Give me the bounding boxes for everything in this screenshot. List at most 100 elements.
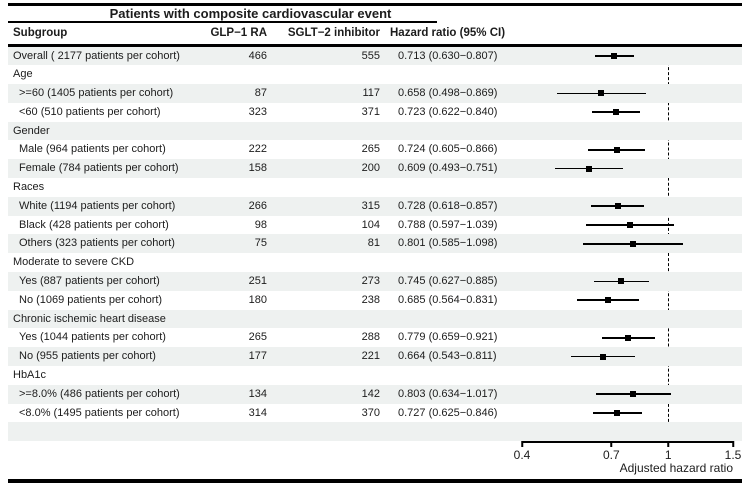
ci-plot-cell — [522, 422, 733, 441]
sglt2-inhibitor-count: 200 — [361, 162, 380, 175]
x-axis-label: Adjusted hazard ratio — [619, 461, 733, 475]
point-estimate-marker — [598, 90, 605, 97]
x-axis-tick — [732, 441, 734, 447]
sglt2-inhibitor-count: 288 — [361, 331, 380, 344]
ci-plot-cell — [522, 310, 733, 329]
table-row: <60 (510 patients per cohort) 323 371 0.… — [8, 103, 742, 122]
ci-plot-cell — [522, 272, 733, 291]
glp1-ra-count: 177 — [248, 350, 267, 363]
ci-plot-cell — [522, 328, 733, 347]
sglt2-inhibitor-count: 370 — [361, 406, 380, 419]
subgroup-label: <60 (510 patients per cohort) — [19, 105, 161, 118]
hazard-ratio-text: 0.779 (0.659−0.921) — [398, 331, 498, 344]
table-row: No (955 patients per cohort) 177 221 0.6… — [8, 347, 742, 367]
hazard-ratio-text: 0.801 (0.585−1.098) — [398, 237, 498, 250]
ci-plot-cell — [522, 47, 733, 66]
hazard-ratio-text: 0.723 (0.622−0.840) — [398, 105, 498, 118]
table-row: Male (964 patients per cohort) 222 265 0… — [8, 140, 742, 159]
sglt2-inhibitor-count: 315 — [361, 199, 380, 212]
point-estimate-marker — [625, 334, 632, 341]
ci-plot-cell — [522, 178, 733, 197]
col-header-subgroup: Subgroup — [13, 27, 68, 39]
ci-plot-cell — [522, 84, 733, 103]
hazard-ratio-text: 0.788 (0.597−1.039) — [398, 218, 498, 231]
x-axis-tick-label: 0.7 — [602, 448, 620, 462]
point-estimate-marker — [611, 52, 618, 59]
hazard-ratio-text: 0.745 (0.627−0.885) — [398, 275, 498, 288]
glp1-ra-count: 98 — [254, 218, 267, 231]
x-axis-tick — [610, 441, 613, 447]
sglt2-inhibitor-count: 371 — [361, 105, 380, 118]
point-estimate-marker — [586, 165, 593, 172]
hazard-ratio-text: 0.724 (0.605−0.866) — [398, 143, 498, 156]
ci-plot-cell — [522, 366, 733, 385]
subgroup-label: >=8.0% (486 patients per cohort) — [19, 387, 180, 400]
subgroup-label: Moderate to severe CKD — [13, 256, 135, 269]
col-header-hazard-ratio: Hazard ratio (95% CI) — [390, 27, 506, 39]
ci-plot-cell — [522, 291, 733, 310]
table-row: Black (428 patients per cohort) 98 104 0… — [8, 216, 742, 235]
column-header-row: Subgroup GLP−1 RA SGLT−2 inhibitor Hazar… — [8, 27, 742, 44]
x-axis-tick — [667, 441, 670, 447]
table-row: Female (784 patients per cohort) 158 200… — [8, 159, 742, 179]
point-estimate-marker — [604, 297, 611, 304]
ci-plot-cell — [522, 234, 733, 253]
hazard-ratio-text: 0.609 (0.493−0.751) — [398, 162, 498, 175]
sglt2-inhibitor-count: 265 — [361, 143, 380, 156]
ci-plot-cell — [522, 404, 733, 423]
table-row: >=8.0% (486 patients per cohort) 134 142… — [8, 384, 742, 404]
ci-plot-cell — [522, 216, 733, 235]
subgroup-label: Male (964 patients per cohort) — [19, 143, 166, 156]
table-row: Yes (1044 patients per cohort) 265 288 0… — [8, 328, 742, 347]
ci-plot-cell — [522, 122, 733, 141]
table-row: Gender — [8, 121, 742, 141]
hazard-ratio-text: 0.727 (0.625−0.846) — [398, 406, 498, 419]
ci-plot-cell — [522, 159, 733, 178]
title-underline-rule — [8, 21, 437, 23]
subgroup-label: <8.0% (1495 patients per cohort) — [19, 406, 180, 419]
glp1-ra-count: 251 — [248, 275, 267, 288]
point-estimate-marker — [618, 278, 625, 285]
header-bottom-rule — [8, 44, 742, 47]
x-axis-line — [522, 441, 733, 443]
table-row: Races — [8, 178, 742, 197]
glp1-ra-count: 134 — [248, 387, 267, 400]
x-axis-tick — [521, 441, 523, 447]
point-estimate-marker — [627, 222, 634, 229]
ci-plot-cell — [522, 347, 733, 366]
point-estimate-marker — [599, 353, 606, 360]
hazard-ratio-text: 0.728 (0.618−0.857) — [398, 199, 498, 212]
sglt2-inhibitor-count: 238 — [361, 293, 380, 306]
glp1-ra-count: 266 — [248, 199, 267, 212]
glp1-ra-count: 265 — [248, 331, 267, 344]
x-axis-tick-label: 0.4 — [513, 448, 531, 462]
ci-plot-cell — [522, 197, 733, 216]
point-estimate-marker — [614, 203, 621, 210]
glp1-ra-count: 222 — [248, 143, 267, 156]
point-estimate-marker — [630, 391, 637, 398]
subgroup-label: Overall ( 2177 patients per cohort) — [13, 49, 180, 62]
sglt2-inhibitor-count: 142 — [361, 387, 380, 400]
subgroup-label: No (1069 patients per cohort) — [19, 293, 163, 306]
subgroup-label: Chronic ischemic heart disease — [13, 312, 166, 325]
ci-plot-cell — [522, 103, 733, 122]
table-row: HbA1c — [8, 366, 742, 385]
subgroup-label: Others (323 patients per cohort) — [19, 237, 175, 250]
table-row: Chronic ischemic heart disease — [8, 309, 742, 329]
table-body: Overall ( 2177 patients per cohort) 466 … — [8, 46, 742, 442]
subgroup-label: Age — [13, 68, 33, 81]
glp1-ra-count: 466 — [248, 49, 267, 62]
glp1-ra-count: 314 — [248, 406, 267, 419]
x-axis-tick-label: 1.5 — [724, 448, 742, 462]
glp1-ra-count: 323 — [248, 105, 267, 118]
subgroup-label: HbA1c — [13, 369, 47, 382]
subgroup-label: Yes (1044 patients per cohort) — [19, 331, 166, 344]
hazard-ratio-text: 0.713 (0.630−0.807) — [398, 49, 498, 62]
subgroup-label: Black (428 patients per cohort) — [19, 218, 169, 231]
ci-plot-cell — [522, 253, 733, 272]
subgroup-label: Gender — [13, 124, 50, 137]
glp1-ra-count: 75 — [254, 237, 267, 250]
table-row — [8, 422, 742, 442]
bottom-border-rule — [8, 479, 742, 483]
